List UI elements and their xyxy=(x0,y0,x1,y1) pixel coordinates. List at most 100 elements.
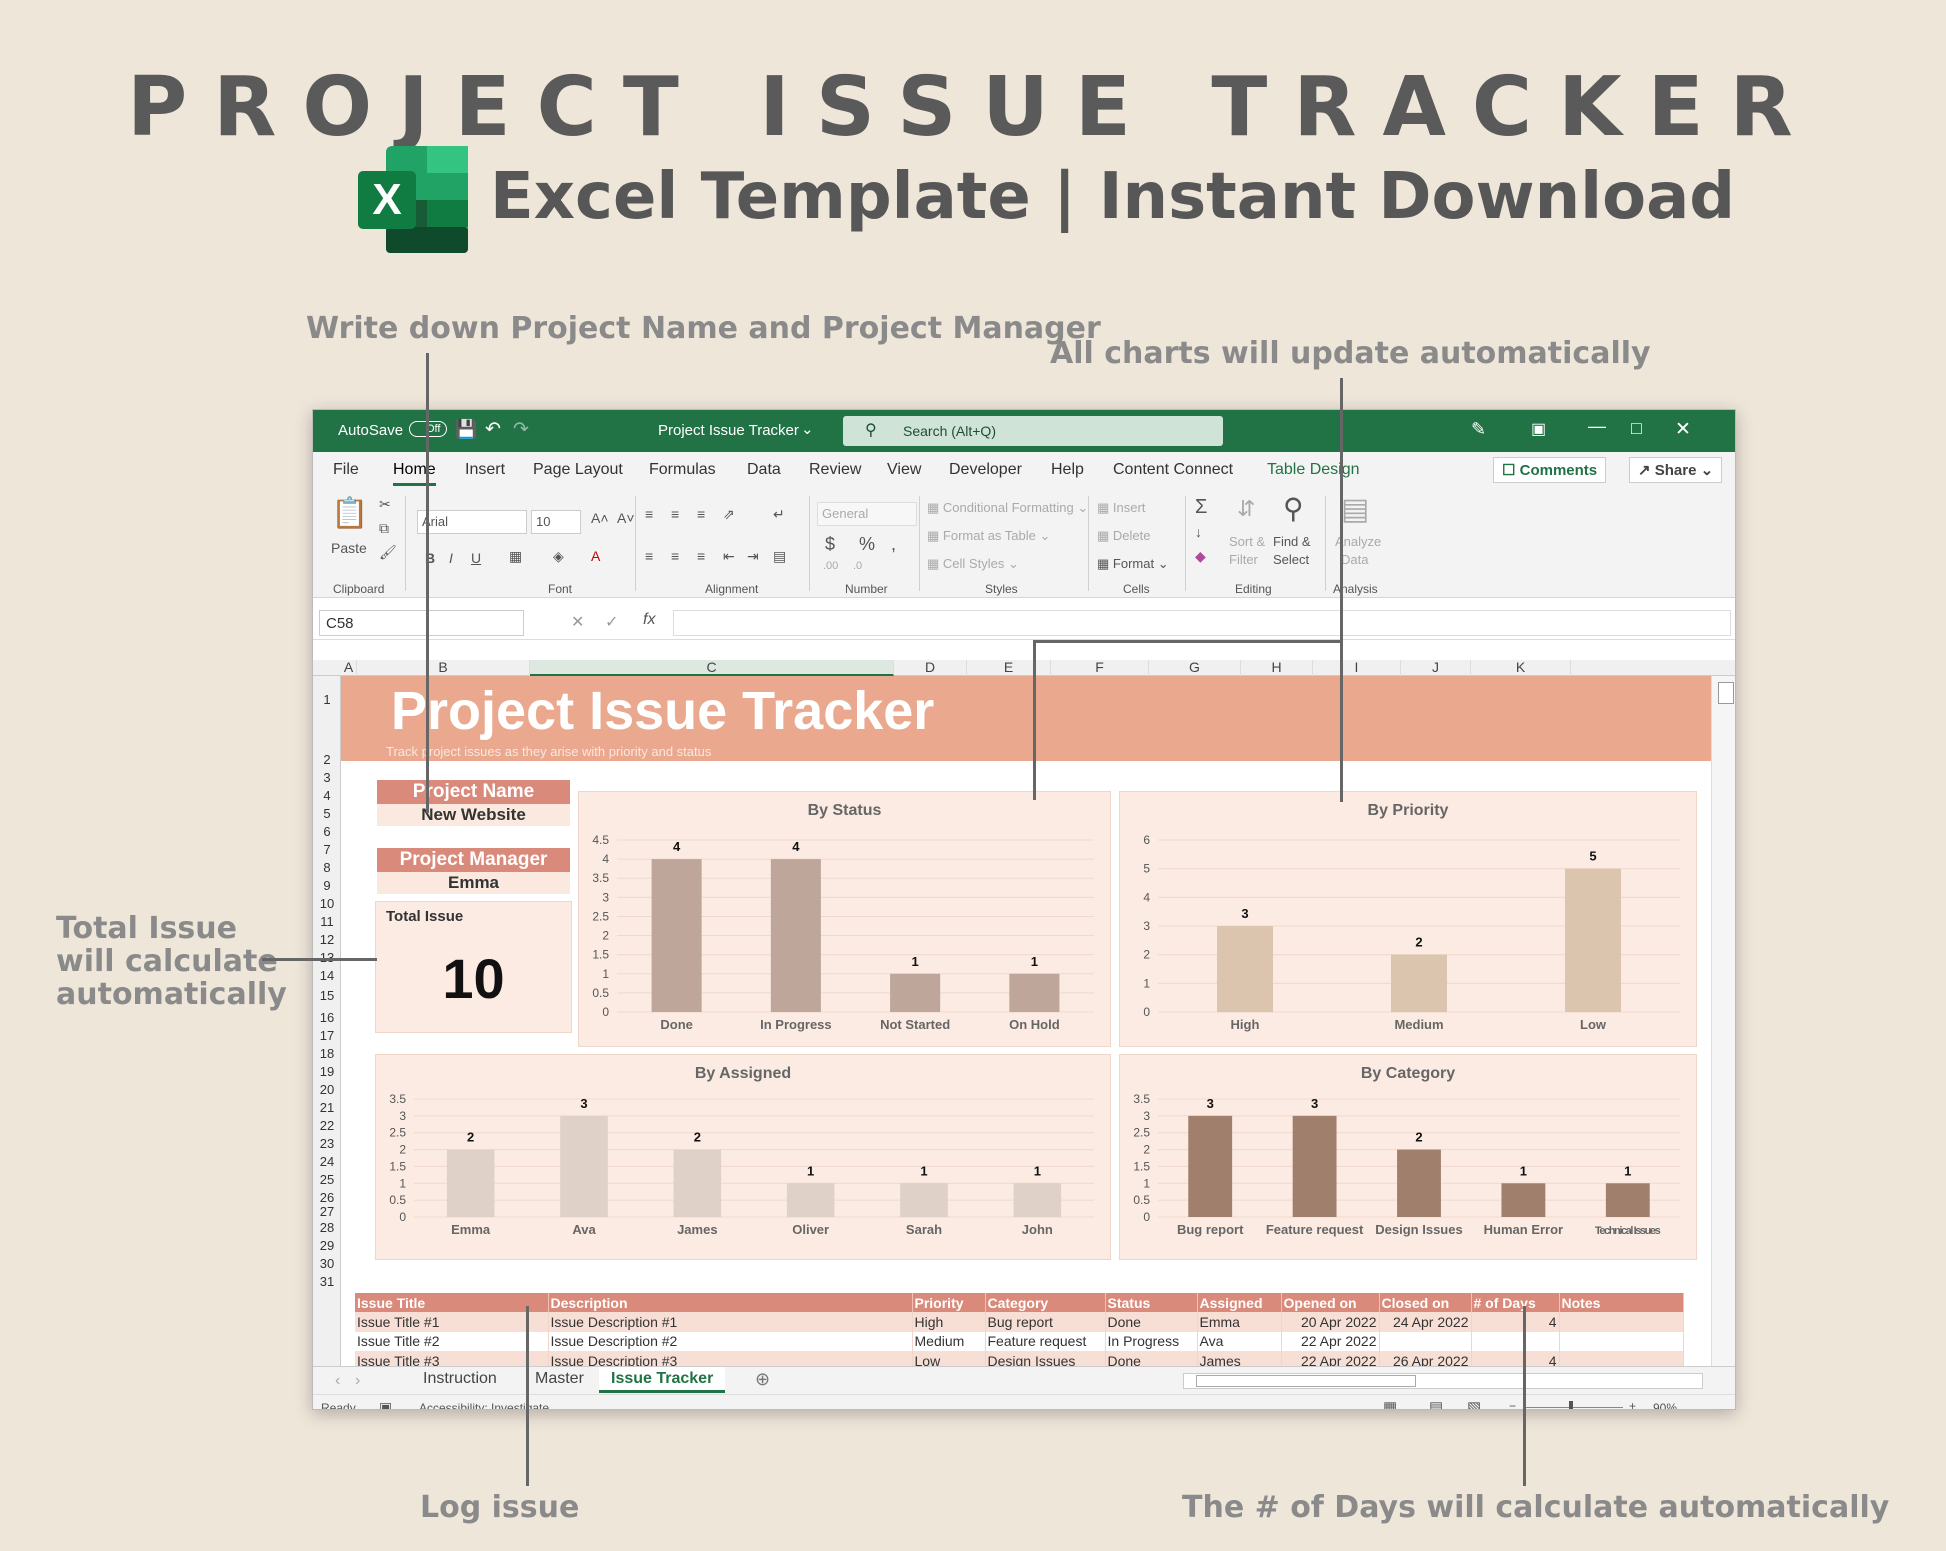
share-button[interactable]: ↗ Share ⌄ xyxy=(1629,457,1723,483)
column-header[interactable]: D xyxy=(894,660,967,676)
menu-help[interactable]: Help xyxy=(1051,461,1084,478)
add-sheet-icon[interactable]: ⊕ xyxy=(755,1369,771,1389)
table-cell[interactable]: 22 Apr 2022 xyxy=(1281,1331,1380,1351)
analyze-data-label-1[interactable]: Analyze xyxy=(1335,534,1382,549)
decrease-decimal-icon[interactable]: .0 xyxy=(853,560,863,572)
format-painter-icon[interactable]: 🖌 xyxy=(379,544,397,560)
increase-font-icon[interactable]: A˄ xyxy=(591,510,609,526)
table-cell[interactable]: Issue Title #1 xyxy=(355,1312,549,1332)
table-header-cell[interactable]: Closed on xyxy=(1379,1293,1472,1312)
undo-icon[interactable]: ↶ xyxy=(485,419,501,440)
paste-icon[interactable]: 📋 xyxy=(331,497,369,530)
table-cell[interactable]: Done xyxy=(1105,1312,1198,1332)
row-header[interactable]: 30 xyxy=(319,1256,335,1271)
table-cell[interactable]: 4 xyxy=(1471,1351,1560,1366)
align-right-icon[interactable]: ≡ xyxy=(697,548,706,564)
table-cell[interactable]: Issue Description #1 xyxy=(548,1312,913,1332)
tab-issue-tracker[interactable]: Issue Tracker xyxy=(599,1367,726,1393)
format-as-table-button[interactable]: ▦ Format as Table ⌄ xyxy=(927,528,1051,543)
horizontal-scrollbar[interactable] xyxy=(1183,1373,1703,1389)
function-icon[interactable]: fx xyxy=(643,611,656,628)
sort-filter-label-1[interactable]: Sort & xyxy=(1229,534,1266,549)
column-header[interactable]: E xyxy=(967,660,1051,676)
borders-icon[interactable]: ▦ xyxy=(509,548,523,564)
table-cell[interactable] xyxy=(1471,1331,1560,1351)
row-header[interactable]: 8 xyxy=(323,860,331,875)
row-header[interactable]: 14 xyxy=(319,968,335,983)
accessibility-status[interactable]: Accessibility: Investigate xyxy=(419,1401,550,1410)
cell-styles-button[interactable]: ▦ Cell Styles ⌄ xyxy=(927,556,1019,571)
table-header-cell[interactable]: Assigned xyxy=(1197,1293,1282,1312)
menu-data[interactable]: Data xyxy=(747,461,781,478)
row-header[interactable]: 13 xyxy=(313,950,341,965)
maximize-icon[interactable]: □ xyxy=(1631,418,1642,438)
menu-insert[interactable]: Insert xyxy=(465,461,506,478)
row-header[interactable]: 2 xyxy=(323,752,331,767)
table-header-cell[interactable]: # of Days xyxy=(1471,1293,1560,1312)
row-header[interactable]: 19 xyxy=(319,1064,335,1079)
row-header[interactable]: 1 xyxy=(323,692,331,707)
horizontal-scrollbar-thumb[interactable] xyxy=(1196,1375,1416,1387)
increase-decimal-icon[interactable]: .00 xyxy=(823,560,839,572)
project-name-value[interactable]: New Website xyxy=(377,804,570,826)
font-name-select[interactable]: Arial xyxy=(417,510,527,534)
table-cell[interactable]: 26 Apr 2022 xyxy=(1379,1351,1472,1366)
column-header[interactable]: A xyxy=(341,660,357,676)
analyze-data-label-2[interactable]: Data xyxy=(1341,552,1369,567)
row-header[interactable]: 9 xyxy=(323,878,331,893)
zoom-slider[interactable] xyxy=(1523,1407,1623,1408)
percent-icon[interactable]: % xyxy=(859,534,876,554)
table-cell[interactable]: Medium xyxy=(912,1331,986,1351)
cut-icon[interactable]: ✂ xyxy=(379,496,391,512)
top-align-icon[interactable]: ≡ xyxy=(645,506,654,522)
zoom-out-icon[interactable]: − xyxy=(1509,1399,1517,1410)
sort-filter-label-2[interactable]: Filter xyxy=(1229,552,1258,567)
row-header[interactable]: 11 xyxy=(320,914,334,929)
find-select-icon[interactable]: ⚲ xyxy=(1283,493,1304,524)
row-header[interactable]: 22 xyxy=(319,1118,335,1133)
column-header[interactable]: C xyxy=(530,660,894,676)
zoom-slider-thumb[interactable] xyxy=(1569,1401,1573,1409)
table-header-cell[interactable]: Category xyxy=(985,1293,1106,1312)
pen-icon[interactable]: ✎ xyxy=(1471,419,1487,439)
table-header-cell[interactable]: Opened on xyxy=(1281,1293,1380,1312)
table-cell[interactable]: Issue Title #2 xyxy=(355,1331,549,1351)
table-cell[interactable]: 4 xyxy=(1471,1312,1560,1332)
menu-file[interactable]: File xyxy=(333,461,359,478)
chevron-down-icon[interactable]: ⌄ xyxy=(801,421,814,438)
formula-input[interactable] xyxy=(673,610,1731,636)
table-cell[interactable] xyxy=(1559,1331,1684,1351)
menu-home[interactable]: Home xyxy=(393,461,436,486)
redo-icon[interactable]: ↷ xyxy=(513,419,529,440)
table-header-cell[interactable]: Priority xyxy=(912,1293,986,1312)
cancel-icon[interactable]: ✕ xyxy=(571,614,585,631)
table-cell[interactable]: 24 Apr 2022 xyxy=(1379,1312,1472,1332)
insert-cells-button[interactable]: ▦ Insert xyxy=(1097,500,1146,515)
minimize-icon[interactable]: — xyxy=(1588,416,1606,436)
conditional-formatting-button[interactable]: ▦ Conditional Formatting ⌄ xyxy=(927,500,1089,515)
column-header[interactable]: K xyxy=(1471,660,1571,676)
row-header[interactable]: 31 xyxy=(319,1274,335,1289)
column-header[interactable]: J xyxy=(1401,660,1471,676)
table-cell[interactable]: Low xyxy=(912,1351,986,1366)
row-header[interactable]: 29 xyxy=(319,1238,335,1253)
table-cell[interactable]: Emma xyxy=(1197,1312,1282,1332)
name-box[interactable]: C58 xyxy=(319,610,524,636)
sort-filter-icon[interactable]: ⇵ xyxy=(1237,496,1256,521)
fill-icon[interactable]: ↓ xyxy=(1195,524,1202,540)
table-cell[interactable]: James xyxy=(1197,1351,1282,1366)
delete-cells-button[interactable]: ▦ Delete xyxy=(1097,528,1151,543)
row-header[interactable]: 17 xyxy=(319,1028,335,1043)
table-cell[interactable]: Bug report xyxy=(985,1312,1106,1332)
middle-align-icon[interactable]: ≡ xyxy=(671,506,680,522)
autosum-icon[interactable]: Σ xyxy=(1195,496,1208,518)
menu-formulas[interactable]: Formulas xyxy=(649,461,716,478)
row-header[interactable]: 28 xyxy=(319,1220,335,1235)
increase-indent-icon[interactable]: ⇥ xyxy=(747,548,759,564)
decrease-indent-icon[interactable]: ⇤ xyxy=(723,548,735,564)
enter-icon[interactable]: ✓ xyxy=(605,614,619,631)
font-color-icon[interactable]: A xyxy=(591,548,601,564)
page-break-view-icon[interactable]: ▧ xyxy=(1467,1399,1482,1410)
analyze-data-icon[interactable]: ▤ xyxy=(1341,493,1370,526)
table-cell[interactable]: Design Issues xyxy=(985,1351,1106,1366)
